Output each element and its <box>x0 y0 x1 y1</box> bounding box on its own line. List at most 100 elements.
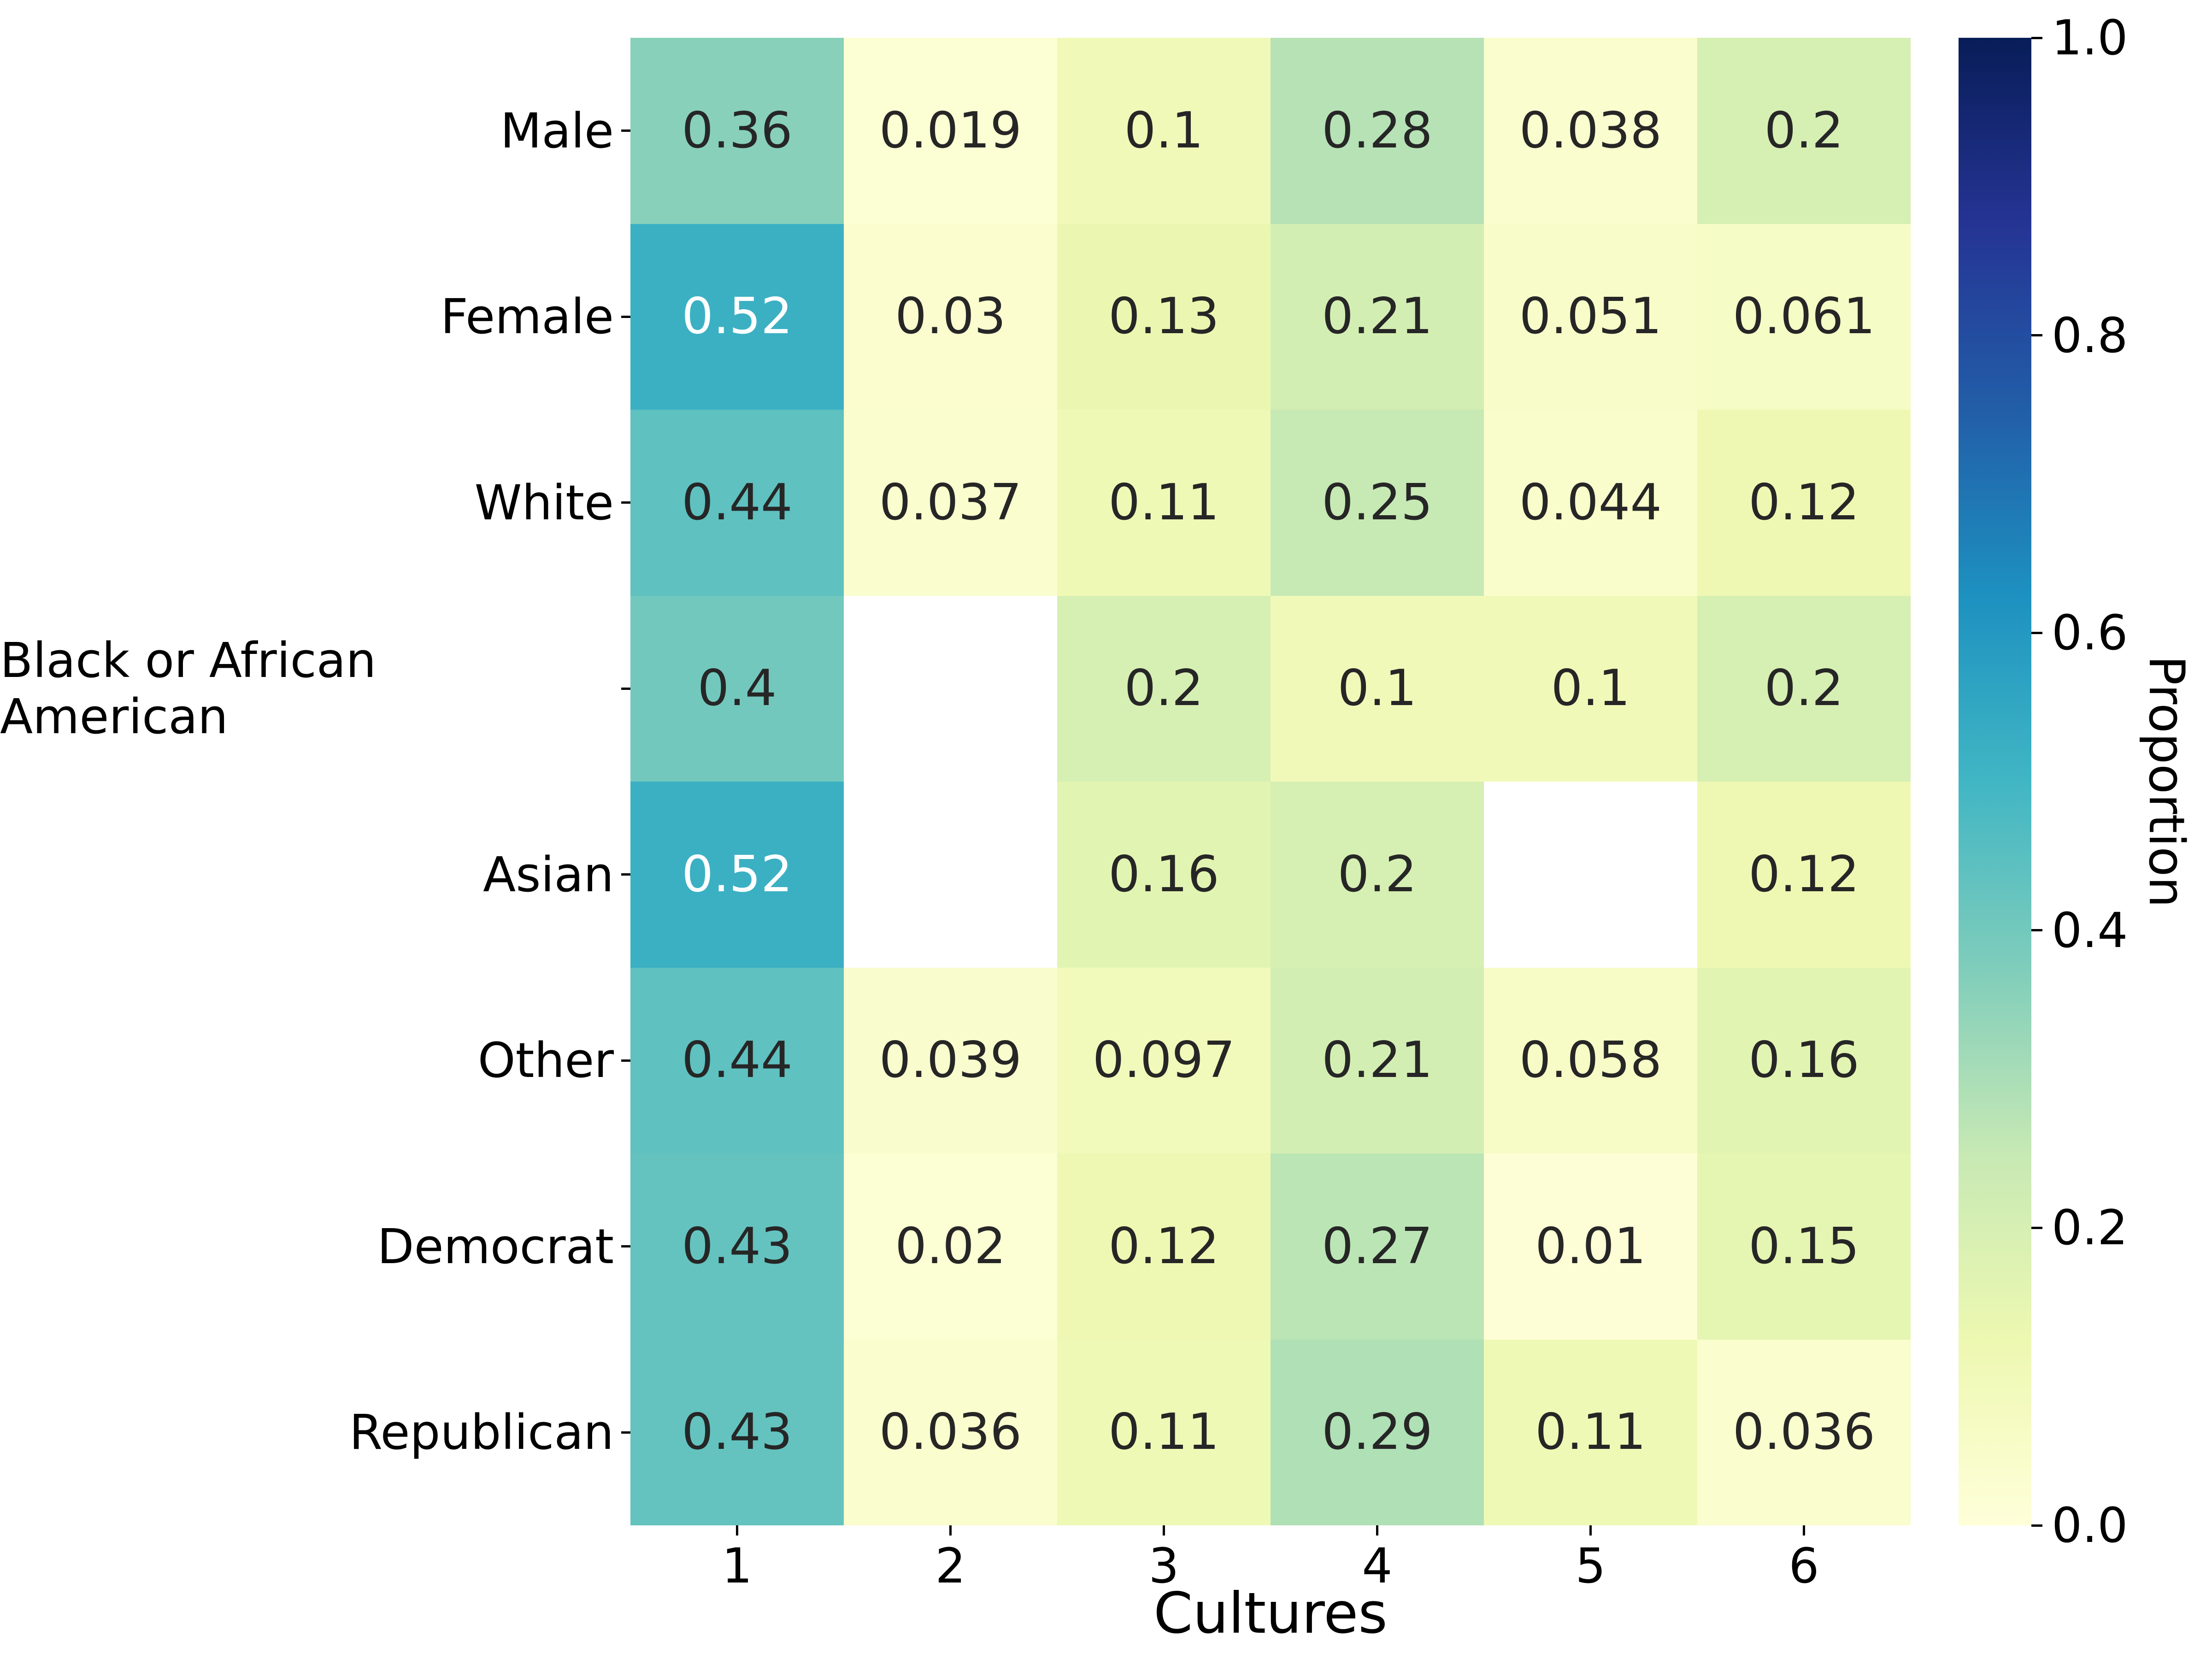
cell-value: 0.16 <box>1748 1031 1859 1089</box>
y-tick-label: Black or African American <box>0 596 630 782</box>
y-tick-text: Female <box>440 288 614 345</box>
x-tick-mark <box>736 1525 738 1535</box>
x-tick-label: 1 <box>722 1538 753 1594</box>
colorbar-tick-mark <box>2031 1524 2042 1527</box>
heatmap-cell: 0.43 <box>630 1153 844 1340</box>
colorbar-title: Proportion <box>2138 655 2195 908</box>
x-tick: 5 <box>1484 1525 1697 1590</box>
cell-value: 0.061 <box>1732 288 1876 346</box>
colorbar-tick: 0.2 <box>2031 1204 2128 1252</box>
x-axis-title: Cultures <box>1153 1581 1388 1646</box>
cell-value: 0.1 <box>1551 659 1630 718</box>
heatmap-cell: 0.16 <box>1697 967 1911 1153</box>
x-tick-label: 3 <box>1148 1538 1179 1594</box>
cell-value: 0.28 <box>1322 101 1433 159</box>
x-tick-mark <box>949 1525 952 1535</box>
y-tick-mark <box>621 315 630 318</box>
colorbar-tick-label: 0.6 <box>2052 605 2128 661</box>
heatmap-cell: 0.051 <box>1484 224 1697 410</box>
cell-value: 0.039 <box>879 1031 1022 1089</box>
heatmap-cell: 0.4 <box>630 595 844 782</box>
cell-value: 0.1 <box>1124 101 1204 159</box>
heatmap-cell: 0.12 <box>1697 782 1911 968</box>
heatmap-cell: 0.11 <box>1057 1339 1271 1525</box>
cell-value: 0.044 <box>1519 473 1662 531</box>
cell-value: 0.44 <box>682 1031 793 1089</box>
y-tick-label: Female <box>0 224 630 410</box>
x-tick: 1 <box>630 1525 844 1590</box>
colorbar-tick-label: 0.4 <box>2052 902 2128 959</box>
colorbar-tick-label: 1.0 <box>2052 10 2128 66</box>
heatmap-cell: 0.036 <box>844 1339 1057 1525</box>
cell-value: 0.12 <box>1108 1217 1219 1275</box>
cell-value: 0.058 <box>1519 1031 1662 1089</box>
heatmap-cell: 0.28 <box>1271 38 1484 224</box>
y-tick-label: Asian <box>0 782 630 968</box>
x-tick: 4 <box>1271 1525 1484 1590</box>
cell-value: 0.25 <box>1322 473 1433 531</box>
colorbar-tick-mark <box>2031 1226 2042 1229</box>
heatmap-cell: 0.11 <box>1057 410 1271 596</box>
colorbar-tick-label: 0.0 <box>2052 1497 2128 1553</box>
heatmap-cell: 0.1 <box>1057 38 1271 224</box>
colorbar-tick: 0.4 <box>2031 906 2128 954</box>
heatmap-cell: 0.044 <box>1484 410 1697 596</box>
y-tick-text: White <box>474 474 614 531</box>
cell-value: 0.097 <box>1092 1031 1235 1089</box>
heatmap-cell <box>1484 782 1697 968</box>
heatmap-cell: 0.44 <box>630 410 844 596</box>
y-tick-mark <box>621 873 630 876</box>
y-tick-label: Male <box>0 38 630 224</box>
y-tick-mark <box>621 1059 630 1062</box>
y-tick-label: Democrat <box>0 1153 630 1340</box>
colorbar-tick-mark <box>2031 334 2042 337</box>
cell-value: 0.44 <box>682 473 793 531</box>
heatmap-cell: 0.27 <box>1271 1153 1484 1340</box>
heatmap-cell: 0.02 <box>844 1153 1057 1340</box>
cell-value: 0.037 <box>879 473 1022 531</box>
colorbar-tick-mark <box>2031 929 2042 932</box>
heatmap-cell: 0.039 <box>844 967 1057 1153</box>
x-tick-label: 5 <box>1575 1538 1606 1594</box>
cell-value: 0.43 <box>682 1217 793 1275</box>
y-tick-mark <box>621 501 630 504</box>
cell-value: 0.1 <box>1337 659 1417 718</box>
x-tick-label: 6 <box>1788 1538 1819 1594</box>
x-tick-mark <box>1163 1525 1165 1535</box>
y-tick-text: Black or African American <box>0 632 377 745</box>
cell-value: 0.2 <box>1337 845 1417 903</box>
heatmap-cell: 0.058 <box>1484 967 1697 1153</box>
y-tick-text: Republican <box>349 1404 614 1461</box>
heatmap-cell: 0.061 <box>1697 224 1911 410</box>
y-axis-labels: Male Female White Black or African American… <box>0 38 630 1525</box>
cell-value: 0.21 <box>1322 1031 1433 1089</box>
heatmap-cell: 0.2 <box>1057 595 1271 782</box>
colorbar-tick: 0.0 <box>2031 1501 2128 1549</box>
cell-value: 0.43 <box>682 1403 793 1461</box>
heatmap-cell: 0.019 <box>844 38 1057 224</box>
heatmap-grid: 0.36 0.019 0.1 0.28 0.038 0.2 0.52 0.03 0.13 0.21… <box>630 38 1911 1525</box>
heatmap-cell: 0.36 <box>630 38 844 224</box>
colorbar-tick-mark <box>2031 36 2042 39</box>
y-tick-text: Other <box>477 1032 614 1089</box>
heatmap-cell: 0.01 <box>1484 1153 1697 1340</box>
x-tick-mark <box>1589 1525 1592 1535</box>
heatmap-cell: 0.29 <box>1271 1339 1484 1525</box>
heatmap-cell: 0.43 <box>630 1339 844 1525</box>
heatmap-cell: 0.038 <box>1484 38 1697 224</box>
cell-value: 0.01 <box>1535 1217 1646 1275</box>
cell-value: 0.036 <box>1732 1403 1876 1461</box>
colorbar-ticks: 0.0 0.2 0.4 0.6 0.8 1.0 <box>2031 14 2211 1549</box>
x-tick-mark <box>1803 1525 1805 1535</box>
x-tick-label: 2 <box>935 1538 966 1594</box>
heatmap-cell: 0.13 <box>1057 224 1271 410</box>
y-tick-mark <box>621 687 630 690</box>
colorbar-tick: 0.6 <box>2031 609 2128 657</box>
cell-value: 0.21 <box>1322 288 1433 346</box>
heatmap-cell: 0.12 <box>1697 410 1911 596</box>
cell-value: 0.03 <box>895 288 1006 346</box>
heatmap-cell: 0.52 <box>630 782 844 968</box>
heatmap-cell: 0.1 <box>1484 595 1697 782</box>
